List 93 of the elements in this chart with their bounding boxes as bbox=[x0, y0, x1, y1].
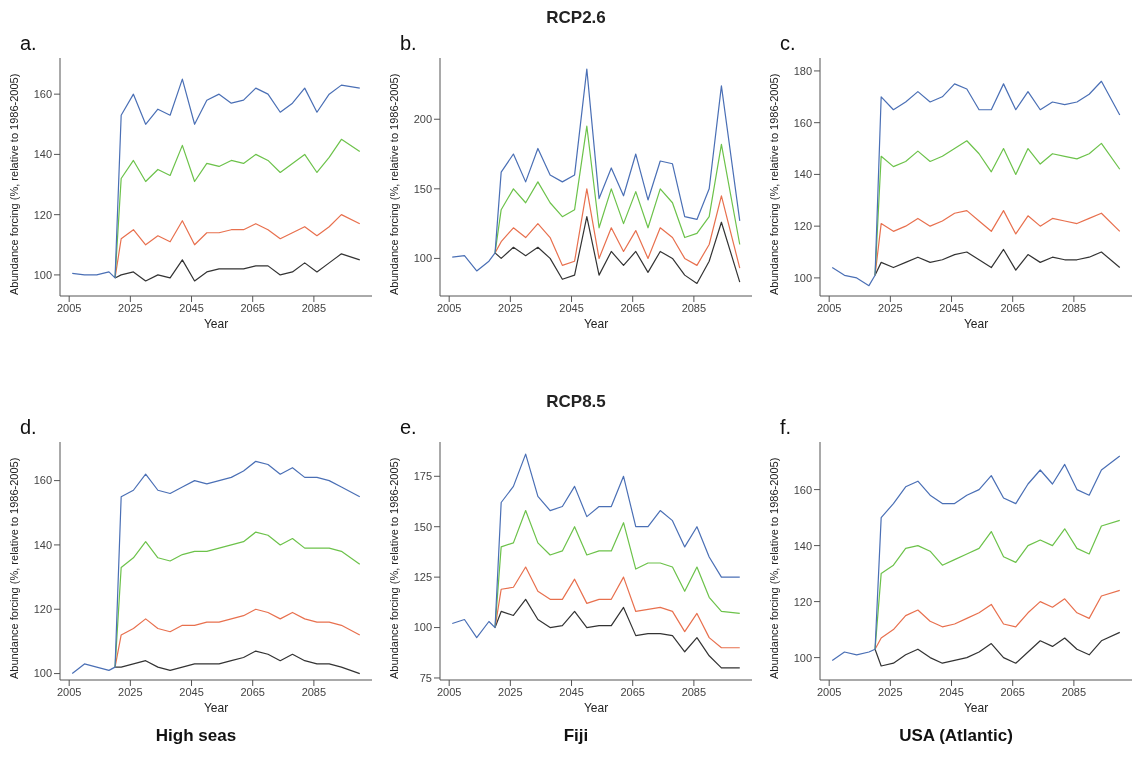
text: High seas bbox=[154, 726, 238, 746]
x-tick-label: 2005 bbox=[56, 685, 82, 698]
y-axis-title: Abundance forcing (%, relative to 1986-2005) bbox=[387, 457, 400, 679]
x-tick-label: 2025 bbox=[878, 685, 903, 698]
y-tick-label: 120 bbox=[793, 595, 812, 608]
x-tick-label: 2065 bbox=[1000, 685, 1025, 698]
y-axis-title: Abundance forcing (%, relative to 1986-2005) bbox=[7, 457, 20, 679]
y-tick-label: 160 bbox=[793, 483, 812, 496]
y-tick-label: 160 bbox=[33, 88, 52, 101]
y-axis-title: Abundance forcing (%, relative to 1986-2005) bbox=[767, 457, 780, 679]
text: e. bbox=[400, 416, 417, 439]
y-tick-label: 100 bbox=[33, 667, 52, 680]
x-tick-label: 2065 bbox=[1000, 301, 1025, 314]
y-tick-label: 175 bbox=[413, 470, 432, 483]
x-tick-label: 2005 bbox=[436, 301, 462, 314]
text: d. bbox=[20, 416, 37, 439]
x-tick-label: 2025 bbox=[118, 685, 143, 698]
text: a. bbox=[20, 32, 37, 55]
y-tick-label: 160 bbox=[33, 474, 52, 487]
x-tick-label: 2045 bbox=[179, 301, 204, 314]
line-series bbox=[451, 453, 741, 639]
line-series bbox=[874, 248, 1121, 276]
x-axis-title: Year bbox=[963, 701, 989, 715]
x-axis-title: Year bbox=[203, 317, 229, 331]
x-tick-label: 2045 bbox=[939, 685, 964, 698]
x-tick-label: 2065 bbox=[620, 301, 645, 314]
y-tick-label: 140 bbox=[33, 538, 52, 551]
line-series bbox=[494, 598, 741, 669]
y-tick-label: 180 bbox=[793, 64, 812, 77]
line-series bbox=[831, 80, 1121, 287]
y-tick-label: 140 bbox=[33, 148, 52, 161]
line-series bbox=[71, 460, 361, 675]
line-series bbox=[114, 253, 361, 282]
y-tick-label: 200 bbox=[413, 113, 432, 126]
x-axis-title: Year bbox=[583, 701, 609, 715]
x-tick-label: 2085 bbox=[1061, 301, 1087, 314]
x-tick-label: 2005 bbox=[56, 301, 82, 314]
x-tick-label: 2065 bbox=[620, 685, 645, 698]
x-tick-label: 2085 bbox=[681, 301, 707, 314]
x-tick-label: 2025 bbox=[878, 301, 903, 314]
y-tick-label: 125 bbox=[413, 571, 432, 584]
x-tick-label: 2045 bbox=[559, 685, 584, 698]
line-series bbox=[114, 650, 361, 675]
line-series bbox=[451, 68, 741, 272]
y-tick-label: 100 bbox=[793, 651, 812, 664]
line-series bbox=[874, 631, 1121, 667]
text: Fiji bbox=[562, 726, 590, 746]
y-tick-label: 140 bbox=[793, 539, 812, 552]
x-tick-label: 2045 bbox=[559, 301, 584, 314]
y-tick-label: 150 bbox=[413, 520, 432, 533]
chart-title: RCP2.6 bbox=[546, 8, 606, 27]
y-tick-label: 75 bbox=[419, 671, 432, 684]
y-tick-label: 160 bbox=[793, 116, 812, 129]
x-tick-label: 2005 bbox=[436, 685, 462, 698]
x-tick-label: 2085 bbox=[1061, 685, 1087, 698]
y-tick-label: 120 bbox=[33, 208, 52, 221]
text: b. bbox=[400, 32, 417, 55]
x-tick-label: 2045 bbox=[939, 301, 964, 314]
x-tick-label: 2025 bbox=[498, 685, 523, 698]
x-axis-title: Year bbox=[963, 317, 989, 331]
y-tick-label: 140 bbox=[793, 168, 812, 181]
y-tick-label: 150 bbox=[413, 182, 432, 195]
y-tick-label: 120 bbox=[793, 220, 812, 233]
x-axis-title: Year bbox=[583, 317, 609, 331]
x-tick-label: 2065 bbox=[240, 685, 265, 698]
y-tick-label: 120 bbox=[33, 603, 52, 616]
y-tick-label: 100 bbox=[413, 252, 432, 265]
x-tick-label: 2065 bbox=[240, 301, 265, 314]
y-tick-label: 100 bbox=[33, 268, 52, 281]
line-series bbox=[494, 188, 741, 269]
x-tick-label: 2045 bbox=[179, 685, 204, 698]
x-tick-label: 2085 bbox=[301, 301, 327, 314]
text: c. bbox=[780, 32, 796, 55]
x-tick-label: 2005 bbox=[816, 301, 842, 314]
x-tick-label: 2025 bbox=[498, 301, 523, 314]
line-series bbox=[831, 455, 1121, 661]
y-tick-label: 100 bbox=[413, 621, 432, 634]
y-axis-title: Abundance forcing (%, relative to 1986-2005) bbox=[767, 73, 780, 295]
line-series bbox=[494, 216, 741, 285]
y-tick-label: 100 bbox=[793, 271, 812, 284]
line-series bbox=[71, 78, 361, 279]
x-tick-label: 2085 bbox=[681, 685, 707, 698]
y-axis-title: Abundance forcing (%, relative to 1986-2005) bbox=[387, 73, 400, 295]
y-axis-title: Abundance forcing (%, relative to 1986-2005) bbox=[7, 73, 20, 295]
text: USA (Atlantic) bbox=[898, 726, 1014, 746]
line-series bbox=[494, 566, 741, 649]
x-tick-label: 2085 bbox=[301, 685, 327, 698]
text: f. bbox=[780, 416, 792, 439]
x-axis-title: Year bbox=[203, 701, 229, 715]
chart-title: RCP8.5 bbox=[546, 392, 606, 411]
x-tick-label: 2025 bbox=[118, 301, 143, 314]
x-tick-label: 2005 bbox=[816, 685, 842, 698]
line-series bbox=[874, 589, 1121, 650]
